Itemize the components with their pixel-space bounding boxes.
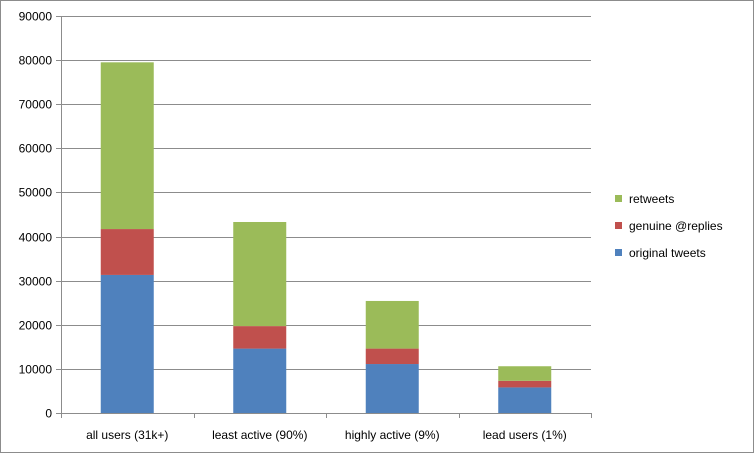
x-category-label: all users (31k+) <box>86 428 168 442</box>
x-category-label: highly active (9%) <box>345 428 440 442</box>
legend-swatch <box>615 222 622 229</box>
legend-label: retweets <box>629 192 674 206</box>
legend: retweets genuine @replies original tweets <box>615 192 723 260</box>
bar-segment-genuine-replies <box>498 380 552 388</box>
y-tick-label: 60000 <box>19 142 53 156</box>
axes <box>56 16 592 418</box>
x-category-label: lead users (1%) <box>483 428 567 442</box>
bar-segment-retweets <box>233 221 287 327</box>
bar-segment-genuine-replies <box>365 348 419 365</box>
bar-segment-original-tweets <box>365 364 419 413</box>
bar-segment-genuine-replies <box>100 229 154 275</box>
y-tick-label: 80000 <box>19 54 53 68</box>
x-category-label: least active (90%) <box>212 428 307 442</box>
y-tick-label: 40000 <box>19 231 53 245</box>
bar-segment-retweets <box>498 366 552 381</box>
y-tick-label: 20000 <box>19 319 53 333</box>
bar-segment-genuine-replies <box>233 326 287 349</box>
bar-segment-original-tweets <box>498 387 552 413</box>
legend-label: genuine @replies <box>629 219 723 233</box>
y-tick-label: 0 <box>45 407 52 421</box>
legend-swatch <box>615 195 622 202</box>
x-category-labels: all users (31k+) least active (90%) highly… <box>86 428 567 442</box>
y-tick-label: 70000 <box>19 98 53 112</box>
legend-swatch <box>615 249 622 256</box>
bars <box>100 62 552 413</box>
y-tick-label: 10000 <box>19 363 53 377</box>
bar-segment-retweets <box>365 300 419 349</box>
bar-segment-original-tweets <box>233 348 287 413</box>
y-tick-labels: 0 10000 20000 30000 40000 50000 60000 70000 8000… <box>19 10 53 421</box>
y-tick-label: 30000 <box>19 275 53 289</box>
y-tick-label: 90000 <box>19 10 53 24</box>
bar-segment-retweets <box>100 62 154 230</box>
legend-label: original tweets <box>629 246 706 260</box>
y-tick-label: 50000 <box>19 186 53 200</box>
bar-segment-original-tweets <box>100 274 154 413</box>
